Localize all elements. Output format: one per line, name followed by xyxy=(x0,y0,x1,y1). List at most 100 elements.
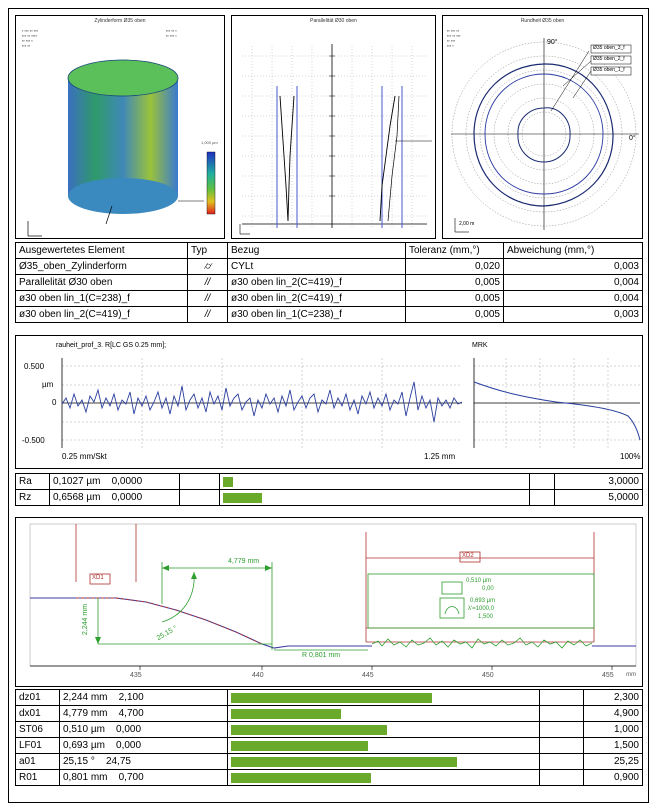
col-header-reference: Bezug xyxy=(227,242,406,259)
mrk-title: MRK xyxy=(472,342,488,349)
roughness-x-left: 0.25 mm/Skt xyxy=(62,452,107,461)
cell-value: 4,779 mm 4,700 xyxy=(59,705,228,722)
cell-value: 0,801 mm 0,700 xyxy=(59,769,228,786)
cell-max: 3,0000 xyxy=(554,473,643,490)
cell-element: ø30 oben lin_1(C=238)_f xyxy=(15,290,188,307)
value-number: 25,15 xyxy=(63,756,89,767)
roughness-y-bottom: -0.500 xyxy=(22,436,45,445)
cell-name: R01 xyxy=(15,769,60,786)
dimension-z-label: 2,244 mm xyxy=(82,603,90,636)
table-row: Parallelität Ø30 oben // ø30 oben lin_2(… xyxy=(15,274,643,291)
cell-spacer xyxy=(539,737,584,754)
value-bar xyxy=(231,772,372,783)
cell-tolerance: 0,005 xyxy=(405,290,504,307)
roundness-legend-1: Ø35 oben_3_f xyxy=(593,45,625,51)
roughness-title: rauheit_prof_3. R[LC GS 0.25 mm]; xyxy=(56,342,167,349)
value-number: 0,6568 xyxy=(53,492,84,503)
value-number: 0,1027 xyxy=(53,476,84,487)
x-tick-435: 435 xyxy=(130,672,142,679)
value-number: 2,244 xyxy=(63,692,89,703)
lf-limit-label: 1,500 xyxy=(478,614,494,620)
value-bar xyxy=(223,476,233,487)
cell-value: 0,1027 µm 0,0000 xyxy=(49,473,180,490)
cell-deviation: 0,003 xyxy=(503,258,643,275)
roughness-profile-line xyxy=(61,381,463,423)
table-row: ST06 0,510 µm 0,000 1,000 xyxy=(15,721,643,738)
roughness-profile-plot xyxy=(61,358,641,448)
cell-spacer xyxy=(529,473,555,490)
cell-reference: ø30 oben lin_2(C=419)_f xyxy=(227,274,406,291)
radius-label: R 0,801 mm xyxy=(302,652,341,659)
x-unit: mm xyxy=(626,672,636,678)
parallelism-plot xyxy=(239,44,432,235)
cell-bar xyxy=(219,489,530,506)
table-row: Ø35_oben_Zylinderform ⌭ CYLt 0,020 0,003 xyxy=(15,258,643,275)
roughness-x-right: 1.25 mm xyxy=(424,452,456,461)
cell-name: Rz xyxy=(15,489,50,506)
cell-spacer xyxy=(539,769,584,786)
cell-type: // xyxy=(187,274,228,291)
col-header-element: Ausgewertetes Element xyxy=(15,242,188,259)
cell-max: 2,300 xyxy=(583,689,643,706)
cell-name: LF01 xyxy=(15,737,60,754)
cylinder-panel-title: Zylinderform Ø35 oben xyxy=(94,18,146,24)
col-header-type: Typ xyxy=(187,242,228,259)
cell-spacer xyxy=(539,705,584,722)
cell-type: ⌭ xyxy=(187,258,228,275)
cell-value: 0,693 µm 0,000 xyxy=(59,737,228,754)
cell-deviation: 0,004 xyxy=(503,274,643,291)
value-unit: µm xyxy=(86,476,101,487)
table-row: a01 25,15 ° 24,75 25,25 xyxy=(15,753,643,770)
parallelism-panel: Parallelität Ø30 oben xyxy=(231,15,436,239)
cell-value: 0,6568 µm 0,0000 xyxy=(49,489,180,506)
cell-tolerance: 0,020 xyxy=(405,258,504,275)
cell-spacer xyxy=(529,489,555,506)
value-unit: mm xyxy=(90,708,108,719)
value-number: 0,693 xyxy=(63,740,89,751)
col-header-tolerance: Toleranz (mm,°) xyxy=(405,242,504,259)
x-tick-450: 450 xyxy=(482,672,494,679)
cell-bar xyxy=(227,737,540,754)
value-min: 0,700 xyxy=(118,772,144,783)
cell-reference: ø30 oben lin_2(C=419)_f xyxy=(227,290,406,307)
contour-table: dz01 2,244 mm 2,100 2,300 dx01 4,779 mm … xyxy=(15,689,643,786)
cell-max: 1,500 xyxy=(583,737,643,754)
lf-cutoff-label: λ'=1000,0 xyxy=(468,606,495,612)
cell-max: 25,25 xyxy=(583,753,643,770)
cell-value: 25,15 ° 24,75 xyxy=(59,753,228,770)
value-bar xyxy=(231,692,433,703)
cell-name: ST06 xyxy=(15,721,60,738)
value-min: 2,100 xyxy=(118,692,144,703)
roughness-y-unit: µm xyxy=(42,380,54,389)
roundness-scale-label: 2,00 m xyxy=(459,221,475,227)
cell-value: 2,244 mm 2,100 xyxy=(59,689,228,706)
cell-max: 5,0000 xyxy=(554,489,643,506)
cylinder-scale-label: 1,000 µm xyxy=(201,140,218,145)
xd2-label: XD2 xyxy=(462,553,474,559)
cell-bar xyxy=(227,689,540,706)
roundness-angle-0: 0° xyxy=(629,135,636,142)
parallel-panel-title: Parallelität Ø30 oben xyxy=(310,18,357,24)
value-min: 0,000 xyxy=(116,724,142,735)
cell-spacer xyxy=(539,689,584,706)
value-number: 4,779 xyxy=(63,708,89,719)
value-min: 24,75 xyxy=(105,756,131,767)
table-row: dz01 2,244 mm 2,100 2,300 xyxy=(15,689,643,706)
cell-bar xyxy=(227,705,540,722)
cell-spacer xyxy=(179,473,220,490)
value-number: 0,510 xyxy=(63,724,89,735)
table-row: ø30 oben lin_2(C=419)_f // ø30 oben lin_… xyxy=(15,306,643,323)
x-tick-440: 440 xyxy=(252,672,264,679)
value-min: 4,700 xyxy=(118,708,144,719)
cylinder-form-panel: Zylinderform Ø35 oben ▪ ▪▪▪ ▪▪ ▪▪▪ ▪▪▪ ▪▪… xyxy=(15,15,225,239)
table-row: dx01 4,779 mm 4,700 4,900 xyxy=(15,705,643,722)
lf-value-label: 0,693 µm xyxy=(470,598,496,604)
roundness-angle-90: 90° xyxy=(547,39,558,46)
xd1-label: XD1 xyxy=(92,575,104,581)
roundness-polar-plot xyxy=(451,38,639,233)
cell-deviation: 0,003 xyxy=(503,306,643,323)
value-unit: µm xyxy=(90,740,105,751)
value-min: 0,000 xyxy=(116,740,142,751)
value-bar xyxy=(231,740,369,751)
cell-element: Parallelität Ø30 oben xyxy=(15,274,188,291)
